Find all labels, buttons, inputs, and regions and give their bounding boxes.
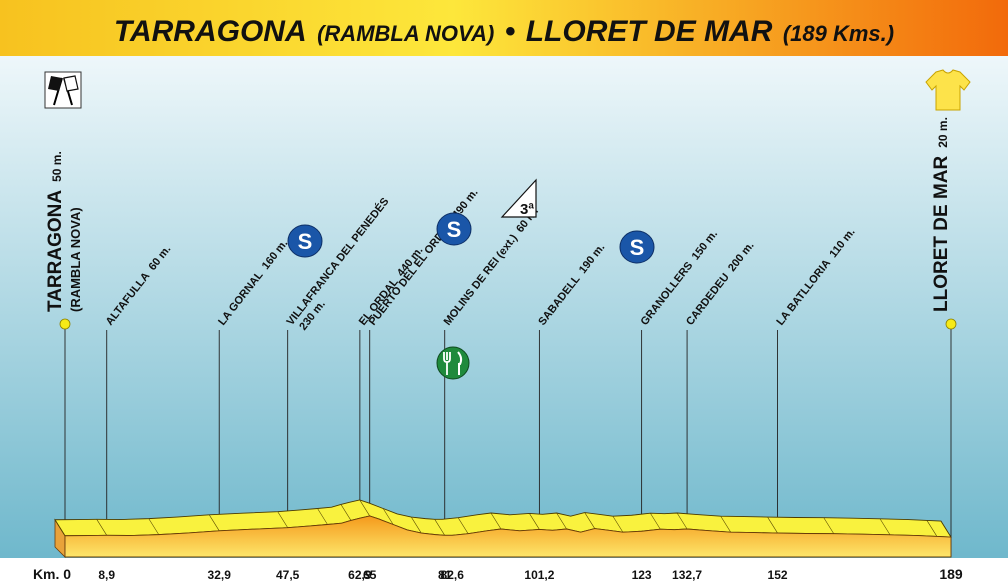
sprint-badge-letter: S [630, 235, 645, 260]
profile-band-divider [457, 517, 469, 534]
title-finish-detail: (189 Kms.) [783, 21, 894, 46]
x-tick-label: Km. 0 [33, 566, 71, 581]
feed-zone-icon [436, 346, 470, 380]
sprint-badge-letter: S [298, 229, 313, 254]
x-tick-label: 132,7 [672, 568, 702, 581]
profile-band-divider [612, 515, 624, 533]
profile-band-divider [926, 520, 938, 537]
profile-band-divider [411, 516, 422, 534]
x-tick-label: 101,2 [524, 568, 554, 581]
profile-band-divider [823, 517, 835, 534]
intermediate-sprint-icon: S [619, 230, 655, 264]
endpoint-name: TARRAGONA 50 m. [45, 151, 66, 312]
profile-band-divider [529, 513, 540, 530]
endpoint-place-name: LLORET DE MAR [931, 156, 952, 312]
profile-band-divider [650, 513, 661, 530]
endpoint-altitude: 50 m. [50, 151, 64, 182]
x-tick-label: 152 [768, 568, 788, 581]
profile-band-divider [148, 518, 160, 535]
profile-band-divider [54, 519, 66, 536]
climb-category: 3ª [520, 201, 534, 218]
profile-badges: S S 3ª S [287, 178, 655, 380]
x-tick-label: 82,6 [441, 568, 465, 581]
profile-band-divider [676, 512, 688, 530]
title-start: TARRAGONA [114, 15, 307, 48]
title-finish: LLORET DE MAR [526, 15, 773, 48]
endpoint-dot [945, 318, 957, 330]
title-start-detail: (RAMBLA NOVA) [317, 21, 494, 46]
endpoint-place-name: TARRAGONA [45, 190, 66, 312]
intermediate-sprint-icon: S [436, 212, 472, 246]
x-tick-label: 189 [939, 566, 963, 581]
x-tick-label: 81 [438, 568, 452, 581]
profile-band-divider [96, 519, 107, 536]
mountain-category-icon: 3ª [500, 178, 537, 218]
profile-band-divider [317, 508, 328, 525]
profile-band-divider [208, 514, 220, 531]
endpoint-name: LLORET DE MAR 20 m. [931, 117, 952, 312]
endpoint-label: TARRAGONA 50 m. (RAMBLA NOVA) [45, 151, 83, 312]
profile-band-divider [584, 512, 595, 529]
title-banner [0, 0, 1008, 56]
sprint-badge-circle [287, 224, 323, 258]
x-tick-label: 62,9 [348, 568, 372, 581]
title-separator: • [505, 15, 516, 48]
x-tick-label: 123 [632, 568, 652, 581]
endpoint-subtitle: (RAMBLA NOVA) [68, 207, 83, 312]
fork-glyph [443, 352, 451, 375]
x-tick-label: 65 [363, 568, 377, 581]
profile-front-body [64, 515, 952, 558]
profile-band-divider [340, 504, 352, 521]
profile-band-divider [382, 508, 394, 525]
endpoint-altitude: 20 m. [936, 117, 950, 148]
profile-band-divider [879, 518, 891, 536]
checkered-flags-icon [44, 71, 82, 109]
leader-jersey-icon [925, 69, 971, 111]
climb-triangle [500, 178, 537, 218]
profile-band-divider [490, 512, 502, 530]
feed-badge-circle [436, 346, 470, 380]
x-tick-label: 8,9 [98, 568, 115, 581]
profile-band-divider [767, 516, 778, 534]
endpoint-dot [59, 318, 71, 330]
sprint-badge-circle [436, 212, 472, 246]
endpoint-label: LLORET DE MAR 20 m. [931, 117, 952, 312]
profile-band-divider [720, 515, 731, 533]
profile-band-divider [359, 499, 370, 517]
x-tick-label: 47,5 [276, 568, 300, 581]
page-title: TARRAGONA (RAMBLA NOVA) • LLORET DE MAR … [114, 15, 894, 48]
intermediate-sprint-icon: S [287, 224, 323, 258]
knife-glyph [457, 351, 463, 375]
profile-band-divider [277, 511, 288, 528]
sprint-badge-letter: S [447, 217, 462, 242]
axis-strip [0, 558, 1008, 581]
chart-background [0, 56, 1008, 558]
profile-band-divider [434, 519, 445, 536]
profile-band-divider [556, 512, 567, 530]
x-tick-label: 32,9 [208, 568, 232, 581]
sprint-badge-circle [619, 230, 655, 264]
elevation-profile [54, 499, 952, 558]
